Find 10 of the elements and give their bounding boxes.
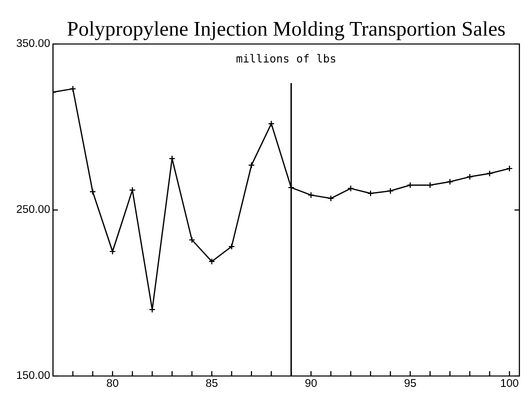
y-tick-label: 150.00 — [17, 371, 50, 379]
x-tick-label: 90 — [305, 379, 317, 387]
x-tick-label: 100 — [501, 379, 518, 387]
chart-title: Polypropylene Injection Molding Transportion Sales — [67, 21, 505, 40]
x-tick-label: 80 — [106, 379, 118, 387]
annotation: millions of lbs — [236, 54, 336, 63]
y-tick-label: 250.00 — [16, 205, 50, 213]
x-tick-label: 85 — [206, 379, 218, 387]
x-tick-label: 95 — [404, 379, 416, 387]
y-tick-label: 350.00 — [16, 39, 50, 47]
